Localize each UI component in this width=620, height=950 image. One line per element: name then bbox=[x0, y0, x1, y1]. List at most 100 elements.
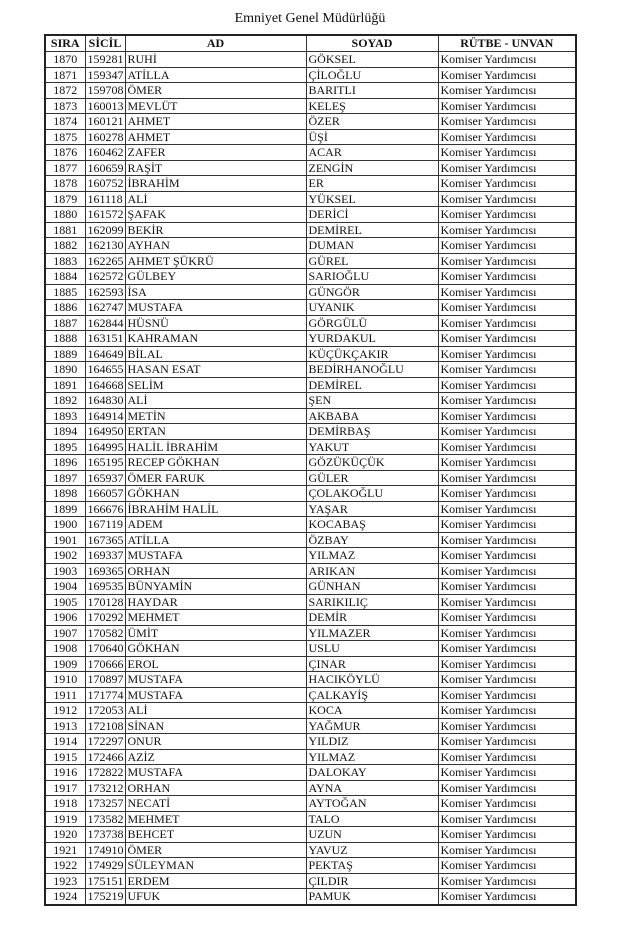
table-row: 1877 160659 RAŞİT ZENGİN Komiser Yardımcısı bbox=[44, 159, 577, 176]
table-row: 1884 162572 GÜLBEY SARIOĞLU Komiser Yardımcı… bbox=[44, 268, 577, 285]
cell-rutbe: Komiser Yardımcısı bbox=[437, 175, 577, 192]
cell-ad: SİNAN bbox=[124, 717, 307, 734]
cell-rutbe: Komiser Yardımcısı bbox=[437, 159, 577, 176]
table-row: 1905 170128 HAYDAR SARIKILIÇ Komiser Yardımc… bbox=[44, 593, 577, 610]
table-row: 1895 164995 HALİL İBRAHİM YAKUT Komiser Yard… bbox=[44, 438, 577, 455]
cell-ad: GÖKHAN bbox=[124, 485, 307, 502]
table-row: 1911 171774 MUSTAFA ÇALKAYİŞ Komiser Yardımc… bbox=[44, 686, 577, 703]
cell-sicil: 159347 bbox=[84, 66, 126, 83]
cell-ad: UFUK bbox=[124, 888, 307, 905]
table-row: 1870 159281 RUHİ GÖKSEL Komiser Yardımcısı bbox=[44, 51, 577, 68]
table-row: 1909 170666 EROL ÇINAR Komiser Yardımcısı bbox=[44, 655, 577, 672]
cell-sicil: 174929 bbox=[84, 857, 126, 874]
cell-soyad: AYNA bbox=[305, 779, 439, 796]
table-row: 1876 160462 ZAFER ACAR Komiser Yardımcısı bbox=[44, 144, 577, 161]
cell-soyad: DEMİRBAŞ bbox=[305, 423, 439, 440]
cell-sicil: 173257 bbox=[84, 795, 126, 812]
cell-rutbe: Komiser Yardımcısı bbox=[437, 578, 577, 595]
cell-sicil: 165195 bbox=[84, 454, 126, 471]
cell-soyad: GÖKSEL bbox=[305, 51, 439, 68]
table-row: 1881 162099 BEKİR DEMİREL Komiser Yardımcısı bbox=[44, 221, 577, 238]
table-row: 1889 164649 BİLAL KÜÇÜKÇAKIR Komiser Yardımc… bbox=[44, 345, 577, 362]
cell-sicil: 175151 bbox=[84, 872, 126, 889]
header-rutbe: RÜTBE - UNVAN bbox=[437, 34, 577, 52]
cell-ad: ATİLLA bbox=[124, 66, 307, 83]
cell-sicil: 160659 bbox=[84, 159, 126, 176]
table-row: 1913 172108 SİNAN YAĞMUR Komiser Yardımcısı bbox=[44, 717, 577, 734]
cell-rutbe: Komiser Yardımcısı bbox=[437, 237, 577, 254]
cell-sira: 1894 bbox=[44, 423, 86, 440]
cell-ad: AHMET ŞÜKRÜ bbox=[124, 252, 307, 269]
cell-sira: 1877 bbox=[44, 159, 86, 176]
cell-ad: MUSTAFA bbox=[124, 686, 307, 703]
cell-ad: ORHAN bbox=[124, 779, 307, 796]
cell-sira: 1916 bbox=[44, 764, 86, 781]
cell-sira: 1909 bbox=[44, 655, 86, 672]
cell-soyad: YILMAZ bbox=[305, 547, 439, 564]
cell-ad: AZİZ bbox=[124, 748, 307, 765]
table-row: 1871 159347 ATİLLA ÇİLOĞLU Komiser Yardımcıs… bbox=[44, 66, 577, 83]
cell-sira: 1884 bbox=[44, 268, 86, 285]
cell-soyad: YURDAKUL bbox=[305, 330, 439, 347]
cell-sicil: 166676 bbox=[84, 500, 126, 517]
table-row: 1874 160121 AHMET ÖZER Komiser Yardımcısı bbox=[44, 113, 577, 130]
table-row: 1883 162265 AHMET ŞÜKRÜ GÜREL Komiser Yardım… bbox=[44, 252, 577, 269]
cell-rutbe: Komiser Yardımcısı bbox=[437, 469, 577, 486]
cell-ad: EROL bbox=[124, 655, 307, 672]
cell-rutbe: Komiser Yardımcısı bbox=[437, 826, 577, 843]
cell-rutbe: Komiser Yardımcısı bbox=[437, 640, 577, 657]
cell-sira: 1911 bbox=[44, 686, 86, 703]
cell-ad: GÖKHAN bbox=[124, 640, 307, 657]
cell-soyad: KELEŞ bbox=[305, 97, 439, 114]
cell-ad: BÜNYAMİN bbox=[124, 578, 307, 595]
header-sicil: SİCİL bbox=[84, 34, 126, 52]
table-row: 1923 175151 ERDEM ÇILDIR Komiser Yardımcısı bbox=[44, 872, 577, 889]
cell-rutbe: Komiser Yardımcısı bbox=[437, 547, 577, 564]
cell-rutbe: Komiser Yardımcısı bbox=[437, 66, 577, 83]
table-row: 1907 170582 ÜMİT YILMAZER Komiser Yardımcısı bbox=[44, 624, 577, 641]
cell-soyad: TALO bbox=[305, 810, 439, 827]
cell-ad: MEVLÜT bbox=[124, 97, 307, 114]
cell-sicil: 162265 bbox=[84, 252, 126, 269]
cell-sicil: 172822 bbox=[84, 764, 126, 781]
table-row: 1924 175219 UFUK PAMUK Komiser Yardımcısı bbox=[44, 888, 577, 905]
cell-sicil: 160752 bbox=[84, 175, 126, 192]
cell-sicil: 167365 bbox=[84, 531, 126, 548]
cell-ad: RAŞİT bbox=[124, 159, 307, 176]
cell-sira: 1883 bbox=[44, 252, 86, 269]
table-row: 1872 159708 ÖMER BARITLI Komiser Yardımcısı bbox=[44, 82, 577, 99]
cell-rutbe: Komiser Yardımcısı bbox=[437, 283, 577, 300]
cell-sicil: 171774 bbox=[84, 686, 126, 703]
cell-soyad: BEDİRHANOĞLU bbox=[305, 361, 439, 378]
table-row: 1882 162130 AYHAN DUMAN Komiser Yardımcısı bbox=[44, 237, 577, 254]
cell-sira: 1879 bbox=[44, 190, 86, 207]
cell-sira: 1920 bbox=[44, 826, 86, 843]
cell-sira: 1904 bbox=[44, 578, 86, 595]
cell-sicil: 165937 bbox=[84, 469, 126, 486]
cell-sicil: 169337 bbox=[84, 547, 126, 564]
cell-rutbe: Komiser Yardımcısı bbox=[437, 857, 577, 874]
cell-sira: 1903 bbox=[44, 562, 86, 579]
cell-sicil: 159281 bbox=[84, 51, 126, 68]
cell-soyad: YAĞMUR bbox=[305, 717, 439, 734]
table-row: 1921 174910 ÖMER YAVUZ Komiser Yardımcısı bbox=[44, 841, 577, 858]
cell-ad: ALİ bbox=[124, 190, 307, 207]
table-row: 1922 174929 SÜLEYMAN PEKTAŞ Komiser Yardımcı… bbox=[44, 857, 577, 874]
table-row: 1875 160278 AHMET ÜŞİ Komiser Yardımcısı bbox=[44, 128, 577, 145]
cell-ad: BİLAL bbox=[124, 345, 307, 362]
cell-sira: 1913 bbox=[44, 717, 86, 734]
cell-sicil: 172053 bbox=[84, 702, 126, 719]
cell-sicil: 164950 bbox=[84, 423, 126, 440]
table-row: 1893 164914 METİN AKBABA Komiser Yardımcısı bbox=[44, 407, 577, 424]
cell-sicil: 160278 bbox=[84, 128, 126, 145]
cell-rutbe: Komiser Yardımcısı bbox=[437, 671, 577, 688]
cell-sicil: 160462 bbox=[84, 144, 126, 161]
cell-ad: HALİL İBRAHİM bbox=[124, 438, 307, 455]
table-row: 1887 162844 HÜSNÜ GÖRGÜLÜ Komiser Yardımcısı bbox=[44, 314, 577, 331]
document-title: Emniyet Genel Müdürlüğü bbox=[234, 11, 386, 26]
cell-sira: 1917 bbox=[44, 779, 86, 796]
cell-rutbe: Komiser Yardımcısı bbox=[437, 345, 577, 362]
cell-ad: METİN bbox=[124, 407, 307, 424]
cell-rutbe: Komiser Yardımcısı bbox=[437, 392, 577, 409]
table-row: 1914 172297 ONUR YILDIZ Komiser Yardımcısı bbox=[44, 733, 577, 750]
